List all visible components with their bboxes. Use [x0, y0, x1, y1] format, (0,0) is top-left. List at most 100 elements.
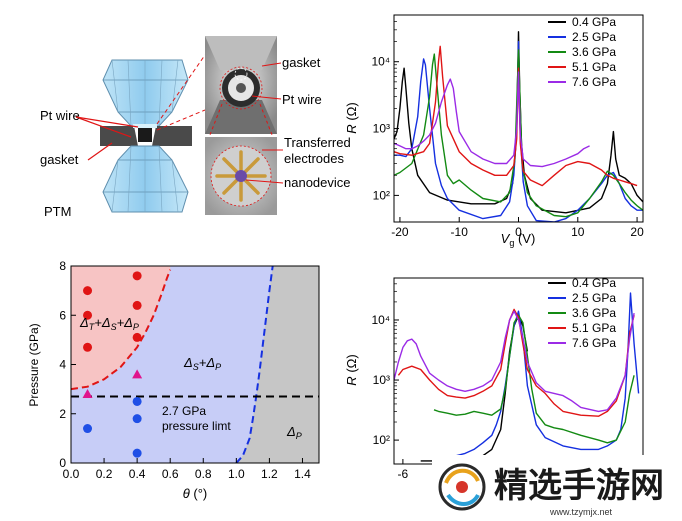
transferred-label-2: electrodes: [284, 151, 344, 166]
nanodevice-label: nanodevice: [284, 175, 351, 190]
blue-point-0: [83, 424, 93, 434]
gasket-pointer: [87, 142, 113, 161]
tr-x-tick-label: -10: [451, 225, 469, 239]
tr-x-tick-label: -20: [391, 225, 409, 239]
pt-wire-label-left: Pt wire: [40, 108, 80, 123]
pt-wire-pointer-2: [75, 116, 132, 138]
br-x-tick-label: -6: [398, 467, 409, 481]
region-label-gray: ΔP: [286, 424, 302, 441]
tr-x-tick-label: 0: [515, 225, 522, 239]
br-series-line-2: [433, 314, 635, 444]
bl-x-tick-label: 0.4: [129, 467, 146, 481]
tr-legend-label-1: 2.5 GPa: [572, 30, 616, 44]
pt-wire-label-right: Pt wire: [282, 92, 322, 107]
gasket-photo-pointer: [261, 62, 282, 67]
bl-y-axis-label: Pressure (GPa): [27, 323, 41, 406]
bl-x-tick-label: 1.0: [228, 467, 245, 481]
blue-point-3: [132, 448, 142, 458]
bl-x-tick-label: 1.2: [261, 467, 278, 481]
region-red: [71, 266, 171, 390]
watermark-url: www.tzymjx.net: [549, 507, 613, 517]
gasket-block: [100, 124, 192, 146]
upper-diamond-anvil: [102, 59, 189, 127]
gasket-photo: [205, 36, 277, 134]
blue-point-2: [132, 414, 142, 424]
bl-axes: 0.0 0.2 0.4 0.6 0.8 1.0 1.2 1.4 0 2 4 6 8: [59, 259, 311, 481]
blue-point-1: [132, 396, 142, 406]
zoom-line-4: [259, 103, 275, 141]
zoom-line-1: [156, 54, 206, 125]
electrode-photo: [205, 137, 277, 215]
bl-points: [82, 271, 143, 458]
bl-x-tick-label: 0.8: [195, 467, 212, 481]
nanodevice-pointer: [245, 179, 284, 184]
bl-x-tick-label: 0.6: [162, 467, 179, 481]
gasket-label-right: gasket: [282, 55, 321, 70]
tr-y-tick-label: 10³: [373, 122, 390, 136]
br-y-axis-label: R (Ω): [344, 354, 359, 385]
blue-boundary-curve: [235, 266, 274, 463]
br-legend-label-0: 0.4 GPa: [572, 276, 616, 290]
red-point-0: [83, 286, 93, 296]
red-point-1: [83, 310, 93, 320]
red-point-3: [132, 271, 142, 281]
br-legend-label-2: 3.6 GPa: [572, 306, 616, 320]
bl-x-tick-label: 0.2: [96, 467, 113, 481]
tr-y-tick-label: 10⁴: [371, 55, 390, 69]
region-label-blue: ΔS+ΔP: [183, 355, 221, 372]
br-y-tick-label: 10⁴: [371, 313, 390, 327]
tr-legend-label-0: 0.4 GPa: [572, 15, 616, 29]
br-y-tick-label: 10³: [373, 373, 390, 387]
tr-legend-label-3: 5.1 GPa: [572, 60, 616, 74]
ptm-label: PTM: [44, 204, 71, 219]
tr-y-tick-label: 10²: [373, 188, 390, 202]
br-axes: -6 10² 10³ 10⁴: [371, 277, 409, 481]
tr-x-tick-label: 20: [630, 225, 644, 239]
tr-x-axis-label: Vg (V): [501, 231, 536, 248]
lower-diamond-anvil: [102, 145, 189, 213]
bl-x-axis-label: θ (°): [183, 486, 208, 501]
ptwire-photo-pointer: [251, 95, 282, 100]
tr-legend-label-4: 7.6 GPa: [572, 75, 616, 89]
br-legend-label-3: 5.1 GPa: [572, 321, 616, 335]
bl-y-tick-label: 0: [59, 456, 66, 470]
tr-y-axis-label: R (Ω): [344, 102, 359, 133]
br-series-line-4: [394, 310, 635, 413]
tr-x-tick-label: 10: [571, 225, 585, 239]
bl-regions: [71, 266, 319, 463]
tr-legend-label-2: 3.6 GPa: [572, 45, 616, 59]
zoom-line-2: [156, 109, 206, 131]
bl-x-tick-label: 1.4: [294, 467, 311, 481]
transferred-label-1: Transferred: [284, 135, 351, 150]
red-boundary-curve: [71, 269, 172, 391]
pressure-limit-label-1: 2.7 GPa: [162, 404, 206, 418]
schematic-panel: Pt wire gasket PTM gasket Pt wire: [40, 36, 351, 219]
bl-y-tick-label: 8: [59, 259, 66, 273]
bl-x-tick-label: 0.0: [63, 467, 80, 481]
gasket-label-left: gasket: [40, 152, 79, 167]
bl-y-tick-label: 2: [59, 407, 66, 421]
tr-series-line-0: [394, 31, 643, 214]
red-point-5: [132, 332, 142, 342]
tr-series-line-3: [394, 45, 638, 187]
tr-series-group: [394, 31, 643, 222]
triangle-point-0: [82, 389, 93, 399]
tr-series-line-4: [394, 71, 590, 168]
bl-y-tick-label: 6: [59, 308, 66, 322]
br-series-line-1: [456, 292, 640, 457]
pt-wire-pointer: [75, 116, 139, 128]
red-point-2: [83, 342, 93, 352]
watermark-logo-icon: 精选手游网 www.tzymjx.net: [438, 463, 664, 517]
region-label-red: ΔT+ΔS+ΔP: [79, 315, 139, 332]
pressure-limit-label-2: pressure limt: [162, 419, 231, 433]
zoom-line-3: [207, 103, 223, 141]
br-legend-label-4: 7.6 GPa: [572, 336, 616, 350]
br-legend-label-1: 2.5 GPa: [572, 291, 616, 305]
watermark-box: 精选手游网 www.tzymjx.net: [432, 455, 682, 521]
tr-axes: -20 -10 0 10 20 10² 10³ 10⁴: [371, 14, 644, 239]
